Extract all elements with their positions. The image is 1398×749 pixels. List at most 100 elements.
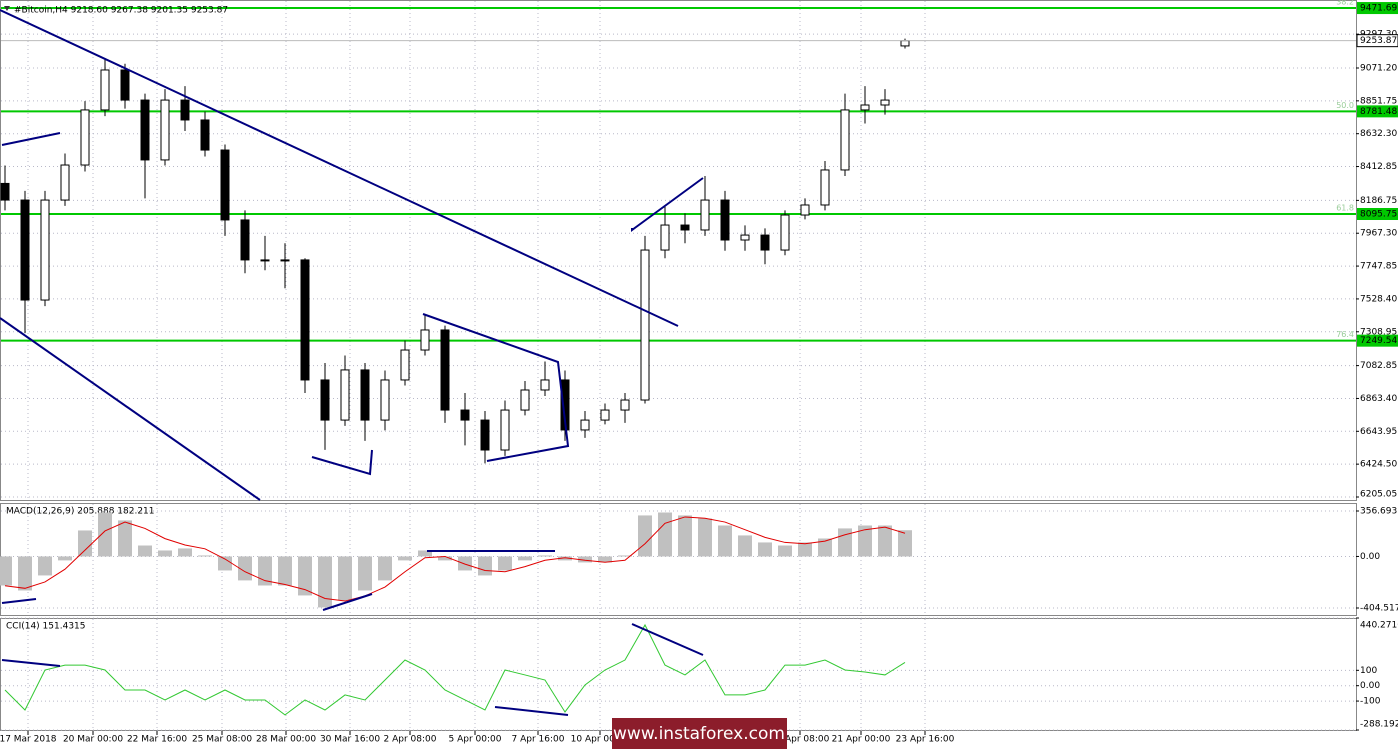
y-tick-label: 6643.95: [1360, 427, 1397, 437]
candle-body: [80, 109, 90, 166]
macd-bar: [98, 512, 112, 557]
last-price-box: [1356, 34, 1398, 48]
candle-body: [20, 199, 30, 301]
macd-bar: [118, 520, 132, 557]
y-tick-label: 8412.85: [1360, 162, 1397, 172]
macd-bar: [678, 515, 692, 557]
candle-body: [100, 69, 110, 111]
fib-label: 61.8: [1336, 204, 1354, 213]
candle-body: [240, 219, 250, 261]
y-tick-label: -100: [1360, 697, 1381, 707]
macd-bar: [478, 556, 492, 576]
y-tick-label: 8186.75: [1360, 196, 1397, 206]
level-label: 7249.54: [1360, 336, 1397, 346]
candle-body: [760, 234, 770, 251]
macd-bar: [578, 556, 592, 563]
macd-bar: [18, 556, 32, 591]
level-box: [1357, 105, 1398, 118]
fib-label: 38.2: [1336, 0, 1354, 7]
candle-body: [900, 40, 910, 47]
candle-body: [400, 349, 410, 381]
level-box: [1357, 334, 1398, 347]
macd-bar: [58, 556, 72, 561]
x-tick-label: 18 Apr 08:00: [771, 735, 830, 745]
macd-bar: [378, 556, 392, 581]
level-box: [1357, 208, 1398, 221]
macd-bar: [78, 530, 92, 557]
trend-line: [311, 449, 373, 476]
y-tick-label: 8851.75: [1360, 96, 1397, 106]
candle-body: [500, 409, 510, 451]
watermark: www.instaforex.com: [612, 718, 787, 749]
level-label: 8781.48: [1360, 107, 1397, 117]
macd-bar: [318, 556, 332, 608]
y-tick-label: 6205.05: [1360, 490, 1397, 500]
macd-bar: [638, 515, 652, 557]
trend-line: [1, 598, 37, 604]
macd-bar: [878, 525, 892, 557]
level-label: 8095.75: [1360, 210, 1397, 220]
candle-body: [620, 399, 630, 411]
signal-line: [4, 516, 906, 602]
y-tick-label: 7747.85: [1360, 262, 1397, 272]
macd-bar: [718, 525, 732, 557]
candle-body: [340, 369, 350, 421]
candle-body: [460, 409, 470, 421]
main-frame: [0, 0, 1357, 501]
fib-label: 76.4: [1336, 330, 1354, 339]
candle-body: [380, 379, 390, 421]
candle-body: [600, 409, 610, 421]
panel-title: MACD(12,26,9) 205.888 182.211: [6, 507, 155, 517]
macd-bar: [258, 556, 272, 586]
level-box: [1357, 2, 1398, 15]
trend-line: [422, 313, 570, 462]
y-tick-label: 7528.40: [1360, 294, 1397, 304]
macd-bar: [38, 556, 52, 576]
candle-body: [160, 99, 170, 161]
macd-bar: [398, 556, 412, 561]
x-tick-label: 7 Apr 16:00: [512, 735, 565, 745]
macd-bar: [658, 512, 672, 557]
candle-body: [140, 99, 150, 161]
candle-body: [800, 204, 810, 216]
y-tick-label: 100: [1360, 666, 1377, 676]
macd-bar: [498, 556, 512, 571]
macd-bar: [158, 550, 172, 557]
candle-body: [740, 234, 750, 241]
candle-body: [700, 199, 710, 231]
macd-bar: [358, 556, 372, 591]
macd-bar: [798, 542, 812, 557]
menu-icon: [4, 6, 10, 11]
candle-body: [780, 214, 790, 251]
watermark-box: [612, 718, 787, 749]
macd-bar: [438, 556, 452, 561]
macd-bar: [458, 556, 472, 571]
symbol-info: #Bitcoin,H4 9218.60 9267.38 9201.35 9253…: [14, 6, 228, 16]
macd-bar: [898, 530, 912, 557]
candle-body: [200, 119, 210, 151]
trend-line: [0, 317, 261, 501]
candle-body: [260, 259, 270, 262]
candle-body: [280, 259, 290, 262]
macd-bar: [338, 556, 352, 601]
y-tick-label: -288.1923: [1360, 720, 1398, 730]
y-tick-label: 0.00: [1360, 681, 1380, 691]
y-tick-label: 7967.30: [1360, 229, 1397, 239]
x-tick-label: 22 Mar 16:00: [127, 735, 187, 745]
macd-bar: [278, 556, 292, 586]
macd-bar: [518, 556, 532, 561]
candle-body: [640, 249, 650, 401]
candle-body: [580, 419, 590, 431]
x-tick-label: 30 Mar 16:00: [320, 735, 380, 745]
macd-bar: [778, 545, 792, 557]
x-tick-label: 28 Mar 00:00: [256, 735, 316, 745]
candle-body: [660, 224, 670, 251]
y-tick-label: 440.2716: [1360, 621, 1398, 631]
y-tick-label: 7308.95: [1360, 327, 1397, 337]
candle-body: [0, 182, 10, 201]
macd-bar: [738, 535, 752, 557]
level-label: 9471.69: [1360, 4, 1397, 14]
candle-body: [560, 379, 570, 431]
x-tick-label: 2 Apr 08:00: [384, 735, 437, 745]
